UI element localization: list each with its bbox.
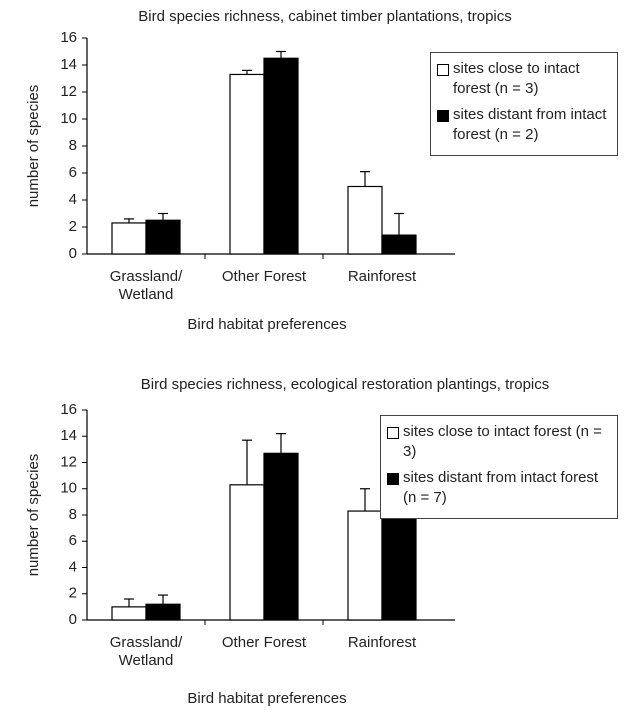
y-tick-label: 12 — [60, 453, 77, 470]
legend-label: sites distant from intact forest (n = 2) — [453, 106, 607, 143]
bar — [381, 234, 417, 255]
legend-label: sites distant from intact forest (n = 7) — [403, 469, 599, 506]
y-tick-label: 6 — [69, 164, 77, 181]
bar — [347, 185, 383, 255]
y-tick-label: 0 — [69, 611, 77, 628]
y-axis-label: number of species — [25, 85, 42, 208]
x-axis-title: Bird habitat preferences — [187, 690, 347, 707]
bar — [145, 603, 181, 621]
y-tick-label: 16 — [60, 401, 77, 418]
y-tick-label: 2 — [69, 218, 77, 235]
y-tick-label: 4 — [69, 191, 77, 208]
x-axis-title: Bird habitat preferences — [187, 316, 347, 333]
legend-swatch — [387, 427, 399, 439]
legend-entry: sites close to intact forest (n = 3) — [387, 422, 611, 462]
y-tick-label: 10 — [60, 480, 77, 497]
y-tick-label: 16 — [60, 29, 77, 46]
y-tick-label: 4 — [69, 558, 77, 575]
legend-swatch — [437, 110, 449, 122]
y-tick-label: 8 — [69, 137, 77, 154]
x-tick-label: Grassland/ Wetland — [109, 268, 183, 303]
legend-label: sites close to intact forest (n = 3) — [453, 60, 580, 97]
y-tick-label: 12 — [60, 83, 77, 100]
bar — [263, 452, 299, 621]
chart-title: Bird species richness, ecological restor… — [140, 376, 550, 393]
bar — [145, 219, 181, 255]
x-tick-label: Grassland/ Wetland — [109, 634, 183, 669]
y-tick-label: 10 — [60, 110, 77, 127]
bar — [347, 510, 383, 621]
legend-swatch — [387, 473, 399, 485]
legend: sites close to intact forest (n = 3) site… — [430, 52, 618, 156]
chart-title: Bird species richness, cabinet timber pl… — [138, 8, 512, 25]
y-tick-label: 14 — [60, 427, 77, 444]
legend-swatch — [437, 64, 449, 76]
bar — [111, 222, 147, 255]
bar — [229, 73, 265, 255]
x-tick-label: Rainforest — [347, 268, 417, 285]
x-tick-label: Other Forest — [221, 268, 307, 285]
bar — [381, 511, 417, 621]
y-axis-label: number of species — [25, 454, 42, 577]
y-tick-label: 0 — [69, 245, 77, 262]
legend-entry: sites distant from intact forest (n = 2) — [437, 105, 611, 145]
x-tick-label: Rainforest — [347, 634, 417, 651]
bar — [111, 606, 147, 621]
y-tick-label: 14 — [60, 56, 77, 73]
bar — [263, 57, 299, 255]
legend: sites close to intact forest (n = 3) site… — [380, 415, 618, 519]
y-tick-label: 8 — [69, 506, 77, 523]
y-tick-label: 6 — [69, 532, 77, 549]
legend-entry: sites close to intact forest (n = 3) — [437, 59, 611, 99]
x-tick-label: Other Forest — [221, 634, 307, 651]
legend-entry: sites distant from intact forest (n = 7) — [387, 468, 611, 508]
y-tick-label: 2 — [69, 585, 77, 602]
bar — [229, 484, 265, 621]
legend-label: sites close to intact forest (n = 3) — [403, 423, 602, 460]
